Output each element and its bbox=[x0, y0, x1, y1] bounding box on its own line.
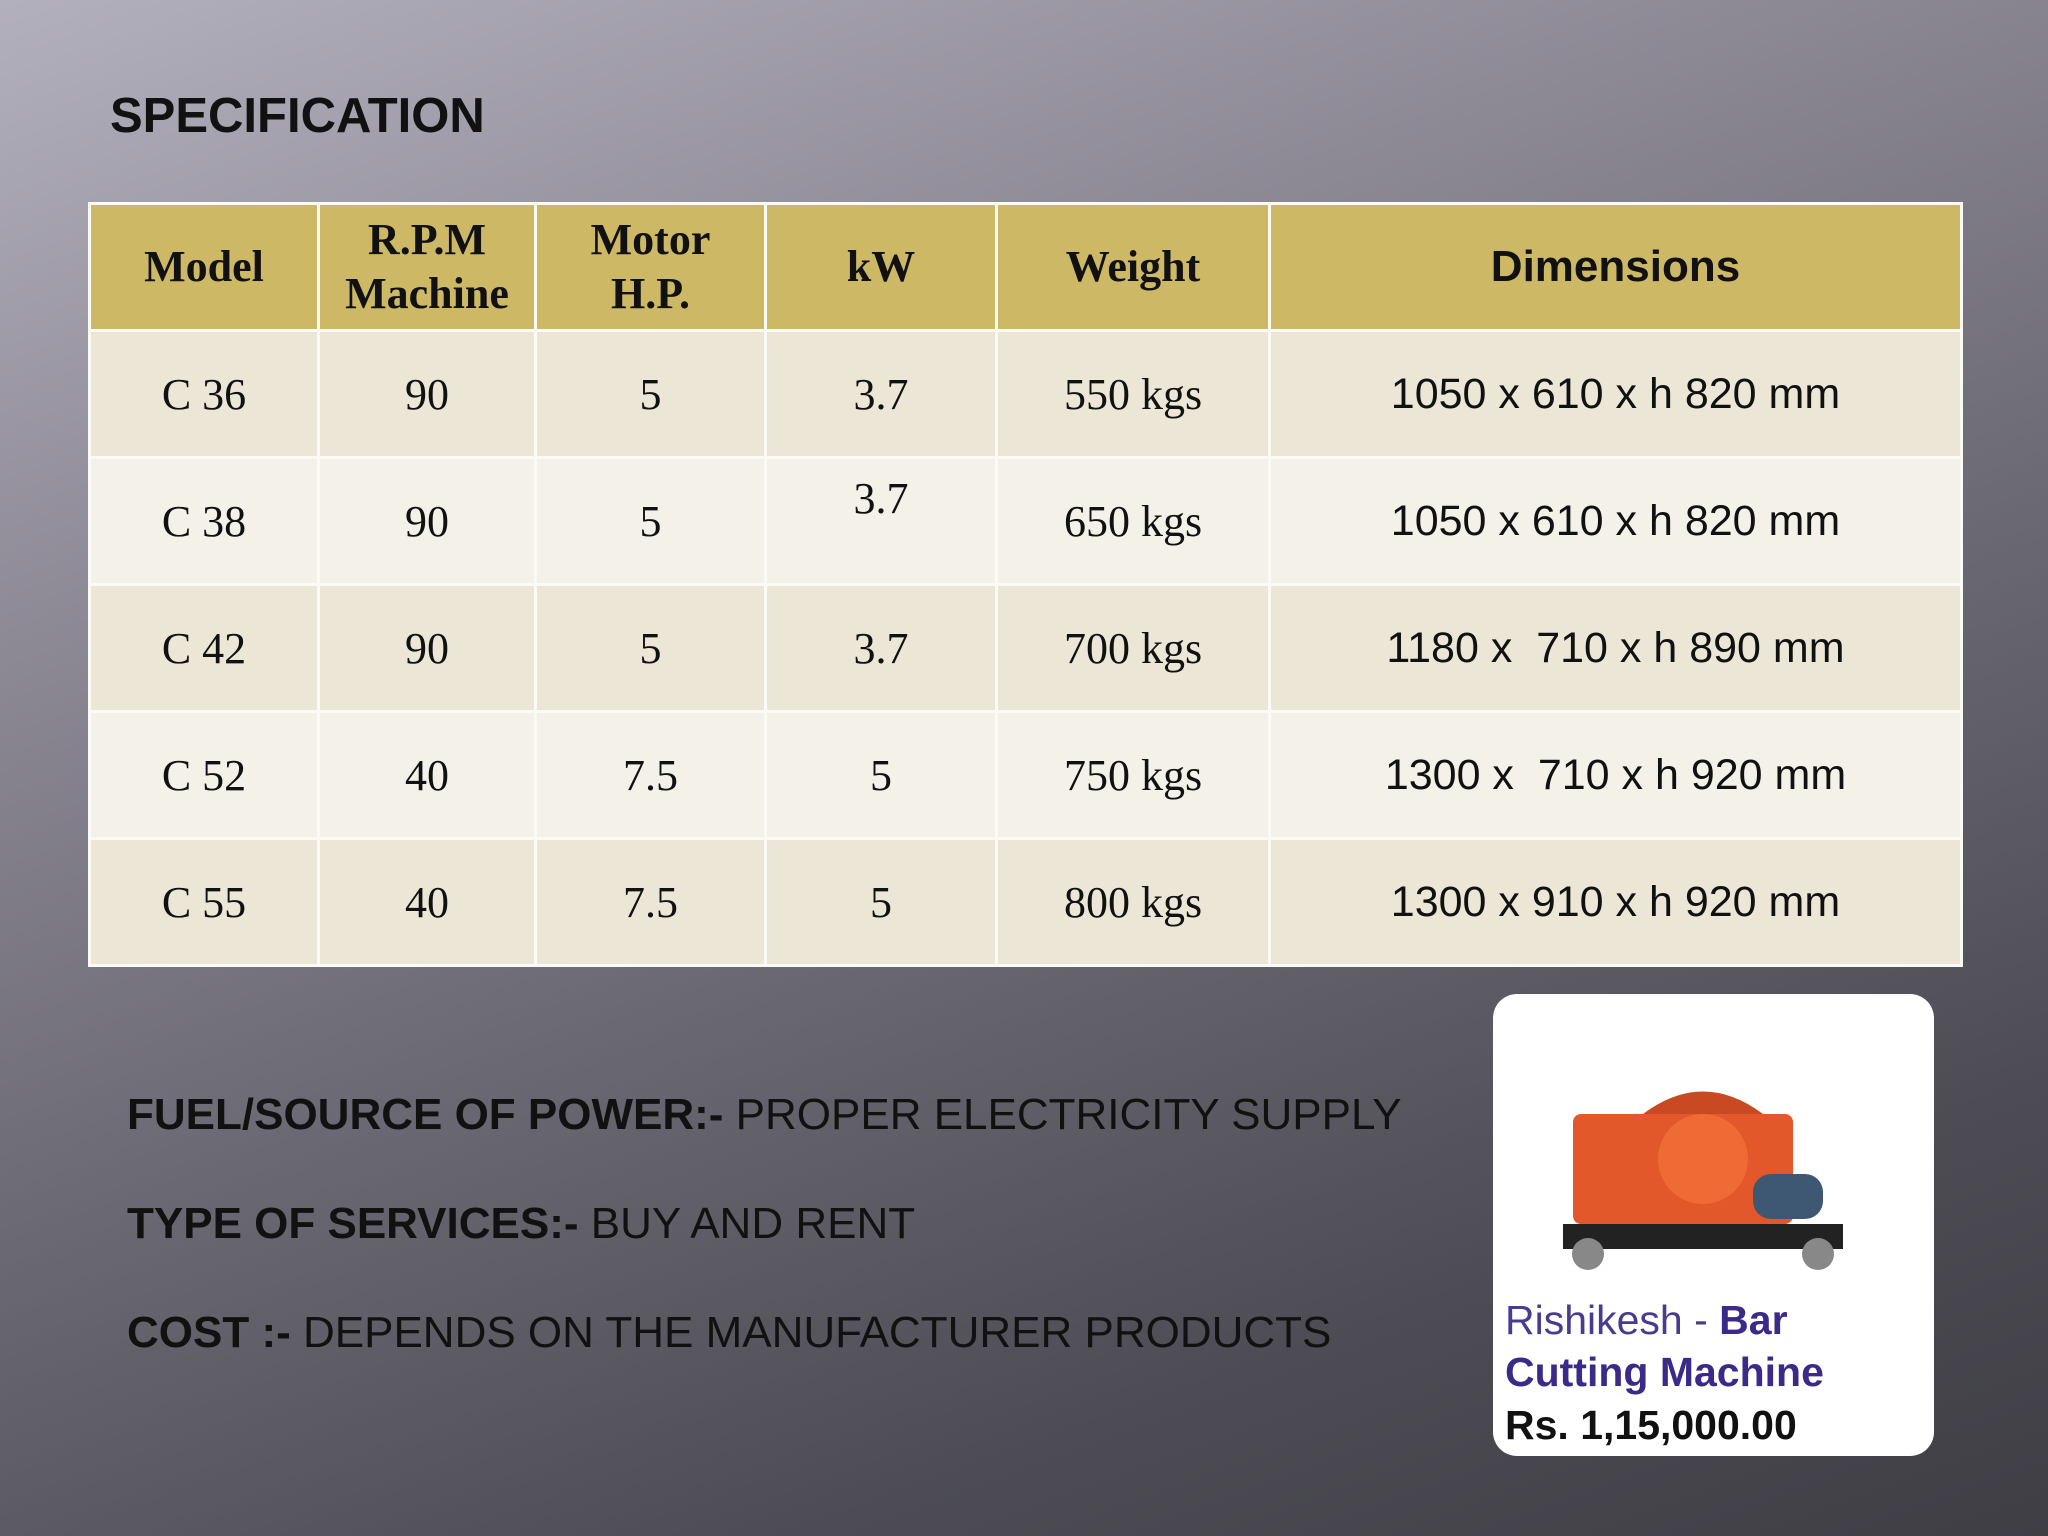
product-caption: Rishikesh - Bar Cutting Machine bbox=[1505, 1294, 1934, 1398]
table-cell: 5 bbox=[534, 329, 767, 459]
table-cell: 1050 x 610 x h 820 mm bbox=[1268, 456, 1963, 586]
table-cell: 90 bbox=[317, 583, 537, 713]
table-row: C 42 90 5 3.7 700 kgs 1180 x 710 x h 890 mm bbox=[88, 583, 1963, 713]
table-cell: C 42 bbox=[88, 583, 320, 713]
table-cell: 1300 x 710 x h 920 mm bbox=[1268, 710, 1963, 840]
table-cell: 5 bbox=[764, 837, 998, 967]
table-cell: C 55 bbox=[88, 837, 320, 967]
table-cell: 1300 x 910 x h 920 mm bbox=[1268, 837, 1963, 967]
table-cell: 7.5 bbox=[534, 710, 767, 840]
product-price: Rs. 1,15,000.00 bbox=[1505, 1402, 1797, 1448]
table-cell: 800 kgs bbox=[995, 837, 1271, 967]
column-header: Motor H.P. bbox=[534, 202, 767, 332]
info-label: TYPE OF SERVICES:- bbox=[127, 1199, 579, 1248]
column-header: R.P.M Machine bbox=[317, 202, 537, 332]
column-header: Model bbox=[88, 202, 320, 332]
info-value: PROPER ELECTRICITY SUPPLY bbox=[723, 1090, 1402, 1139]
table-cell: 650 kgs bbox=[995, 456, 1271, 586]
column-header: kW bbox=[764, 202, 998, 332]
table-cell: 1050 x 610 x h 820 mm bbox=[1268, 329, 1963, 459]
slide-title: SPECIFICATION bbox=[110, 89, 485, 143]
product-card[interactable]: Rishikesh - Bar Cutting Machine Rs. 1,15… bbox=[1493, 994, 1934, 1456]
header-row: Model R.P.M Machine Motor H.P. kW Weight Dime… bbox=[88, 202, 1963, 332]
table-cell: 7.5 bbox=[534, 837, 767, 967]
table-cell: 5 bbox=[534, 583, 767, 713]
info-value: DEPENDS ON THE MANUFACTURER PRODUCTS bbox=[290, 1308, 1332, 1357]
table-cell: 5 bbox=[534, 456, 767, 586]
table-cell: 3.7 bbox=[764, 583, 998, 713]
table-cell: 750 kgs bbox=[995, 710, 1271, 840]
table-cell: 550 kgs bbox=[995, 329, 1271, 459]
table-cell: 40 bbox=[317, 837, 537, 967]
table-row: C 55 40 7.5 5 800 kgs 1300 x 910 x h 920 mm bbox=[88, 837, 1963, 967]
table-row: C 38 90 5 3.7 650 kgs 1050 x 610 x h 820 mm bbox=[88, 456, 1963, 586]
table-cell: 5 bbox=[764, 710, 998, 840]
table-cell: 40 bbox=[317, 710, 537, 840]
table-cell: 90 bbox=[317, 329, 537, 459]
table-cell: C 52 bbox=[88, 710, 320, 840]
table-cell: 3.7 bbox=[764, 456, 998, 586]
table-body: C 36 90 5 3.7 550 kgs 1050 x 610 x h 820 mm C … bbox=[88, 329, 1963, 967]
info-value: BUY AND RENT bbox=[578, 1199, 916, 1248]
column-header: Weight bbox=[995, 202, 1271, 332]
table-cell: 90 bbox=[317, 456, 537, 586]
info-line: COST :- DEPENDS ON THE MANUFACTURER PROD… bbox=[127, 1308, 1331, 1358]
table-cell: 3.7 bbox=[764, 329, 998, 459]
table-cell: 1180 x 710 x h 890 mm bbox=[1268, 583, 1963, 713]
table-cell: C 36 bbox=[88, 329, 320, 459]
column-header: Dimensions bbox=[1268, 202, 1963, 332]
info-label: COST :- bbox=[127, 1308, 291, 1357]
info-label: FUEL/SOURCE OF POWER:- bbox=[127, 1090, 724, 1139]
table-row: C 52 40 7.5 5 750 kgs 1300 x 710 x h 920 mm bbox=[88, 710, 1963, 840]
info-line: FUEL/SOURCE OF POWER:- PROPER ELECTRICIT… bbox=[127, 1090, 1402, 1140]
product-image bbox=[1563, 1091, 1843, 1270]
table-cell: 700 kgs bbox=[995, 583, 1271, 713]
seller: Rishikesh - bbox=[1505, 1297, 1720, 1343]
table-row: C 36 90 5 3.7 550 kgs 1050 x 610 x h 820 mm bbox=[88, 329, 1963, 459]
info-line: TYPE OF SERVICES:- BUY AND RENT bbox=[127, 1199, 915, 1249]
table-cell: C 38 bbox=[88, 456, 320, 586]
product-name: Bar Cutting Machine bbox=[1505, 1297, 1824, 1395]
spec-table: Model R.P.M Machine Motor H.P. kW Weight Dime… bbox=[88, 202, 1963, 967]
